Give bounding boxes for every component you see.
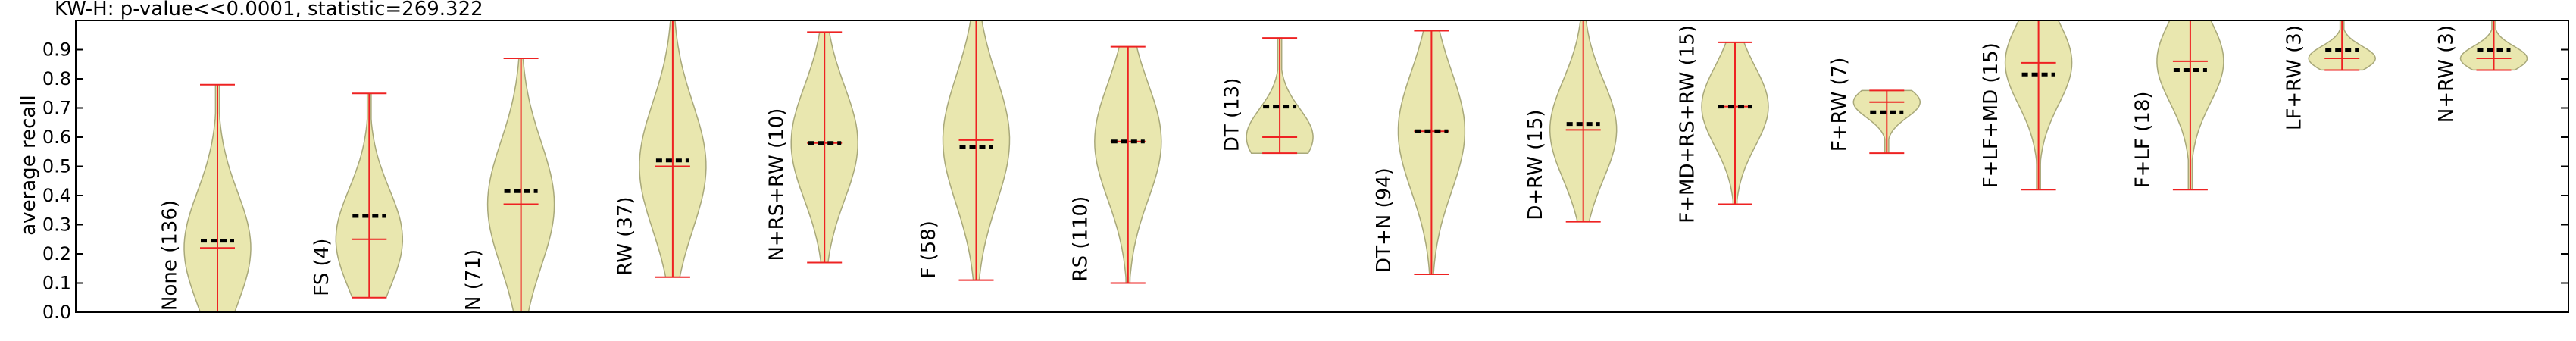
- category-label: F (58): [918, 221, 940, 279]
- violin-group: RS (110): [1069, 45, 1162, 284]
- violin-group: FS (4): [311, 92, 404, 299]
- violin-group: None (136): [159, 83, 252, 313]
- chart-title: KW-H: p-value<<0.0001, statistic=269.322: [55, 0, 483, 20]
- violin-group: F+MD+RS+RW (15): [1677, 25, 1769, 224]
- y-tick-label: 0.8: [42, 68, 71, 89]
- y-tick-label: 0.1: [42, 273, 71, 294]
- violin-group: DT (13): [1221, 37, 1314, 155]
- category-label: LF+RW (3): [2284, 25, 2306, 130]
- category-label: RS (110): [1069, 196, 1092, 282]
- category-label: N+RS+RW (10): [766, 108, 789, 261]
- category-label: None (136): [159, 200, 182, 311]
- violin-group: N+RW (3): [2435, 20, 2528, 123]
- y-tick-label: 0.2: [42, 243, 71, 264]
- category-label: RW (37): [614, 196, 636, 275]
- violin-group: N (71): [462, 58, 555, 313]
- y-tick-label: 0.5: [42, 156, 71, 177]
- category-label: DT+N (94): [1373, 167, 1396, 273]
- violin-group: F+LF (18): [2131, 20, 2224, 191]
- category-label: F+RW (7): [1828, 58, 1851, 152]
- category-label: F+LF+MD (15): [1980, 42, 2002, 188]
- plot-frame: [75, 20, 2569, 313]
- category-label: DT (13): [1221, 78, 1244, 152]
- y-tick-label: 0.7: [42, 98, 71, 119]
- violin-group: F (58): [918, 20, 1011, 281]
- y-axis-label: average recall: [17, 95, 40, 236]
- violin-group: F+RW (7): [1828, 58, 1921, 155]
- category-label: F+MD+RS+RW (15): [1677, 25, 1699, 224]
- y-tick-label: 0.6: [42, 127, 71, 148]
- y-tick-label: 0.0: [42, 302, 71, 323]
- violin-group: RW (37): [614, 20, 707, 278]
- category-label: D+RW (15): [1524, 109, 1547, 220]
- y-tick-label: 0.3: [42, 214, 71, 236]
- y-axis-ticks: 0.0 0.1 0.2 0.3 0.4 0.5 0.6 0.7 0.8 0.9: [42, 39, 2568, 323]
- violin-group: DT+N (94): [1373, 30, 1466, 275]
- violin-group: D+RW (15): [1524, 20, 1618, 223]
- category-label: N (71): [462, 249, 485, 311]
- violin-group: N+RS+RW (10): [766, 31, 858, 264]
- y-tick-label: 0.9: [42, 39, 71, 61]
- category-label: FS (4): [311, 239, 333, 296]
- y-tick-label: 0.4: [42, 185, 71, 206]
- violin-group: F+LF+MD (15): [1980, 20, 2073, 191]
- category-label: F+LF (18): [2131, 91, 2154, 188]
- violin-layer: None (136) FS (4) N (71) RW (37) N+RS+RW (10…: [159, 20, 2528, 313]
- violin-group: LF+RW (3): [2284, 20, 2376, 130]
- category-label: N+RW (3): [2435, 25, 2458, 123]
